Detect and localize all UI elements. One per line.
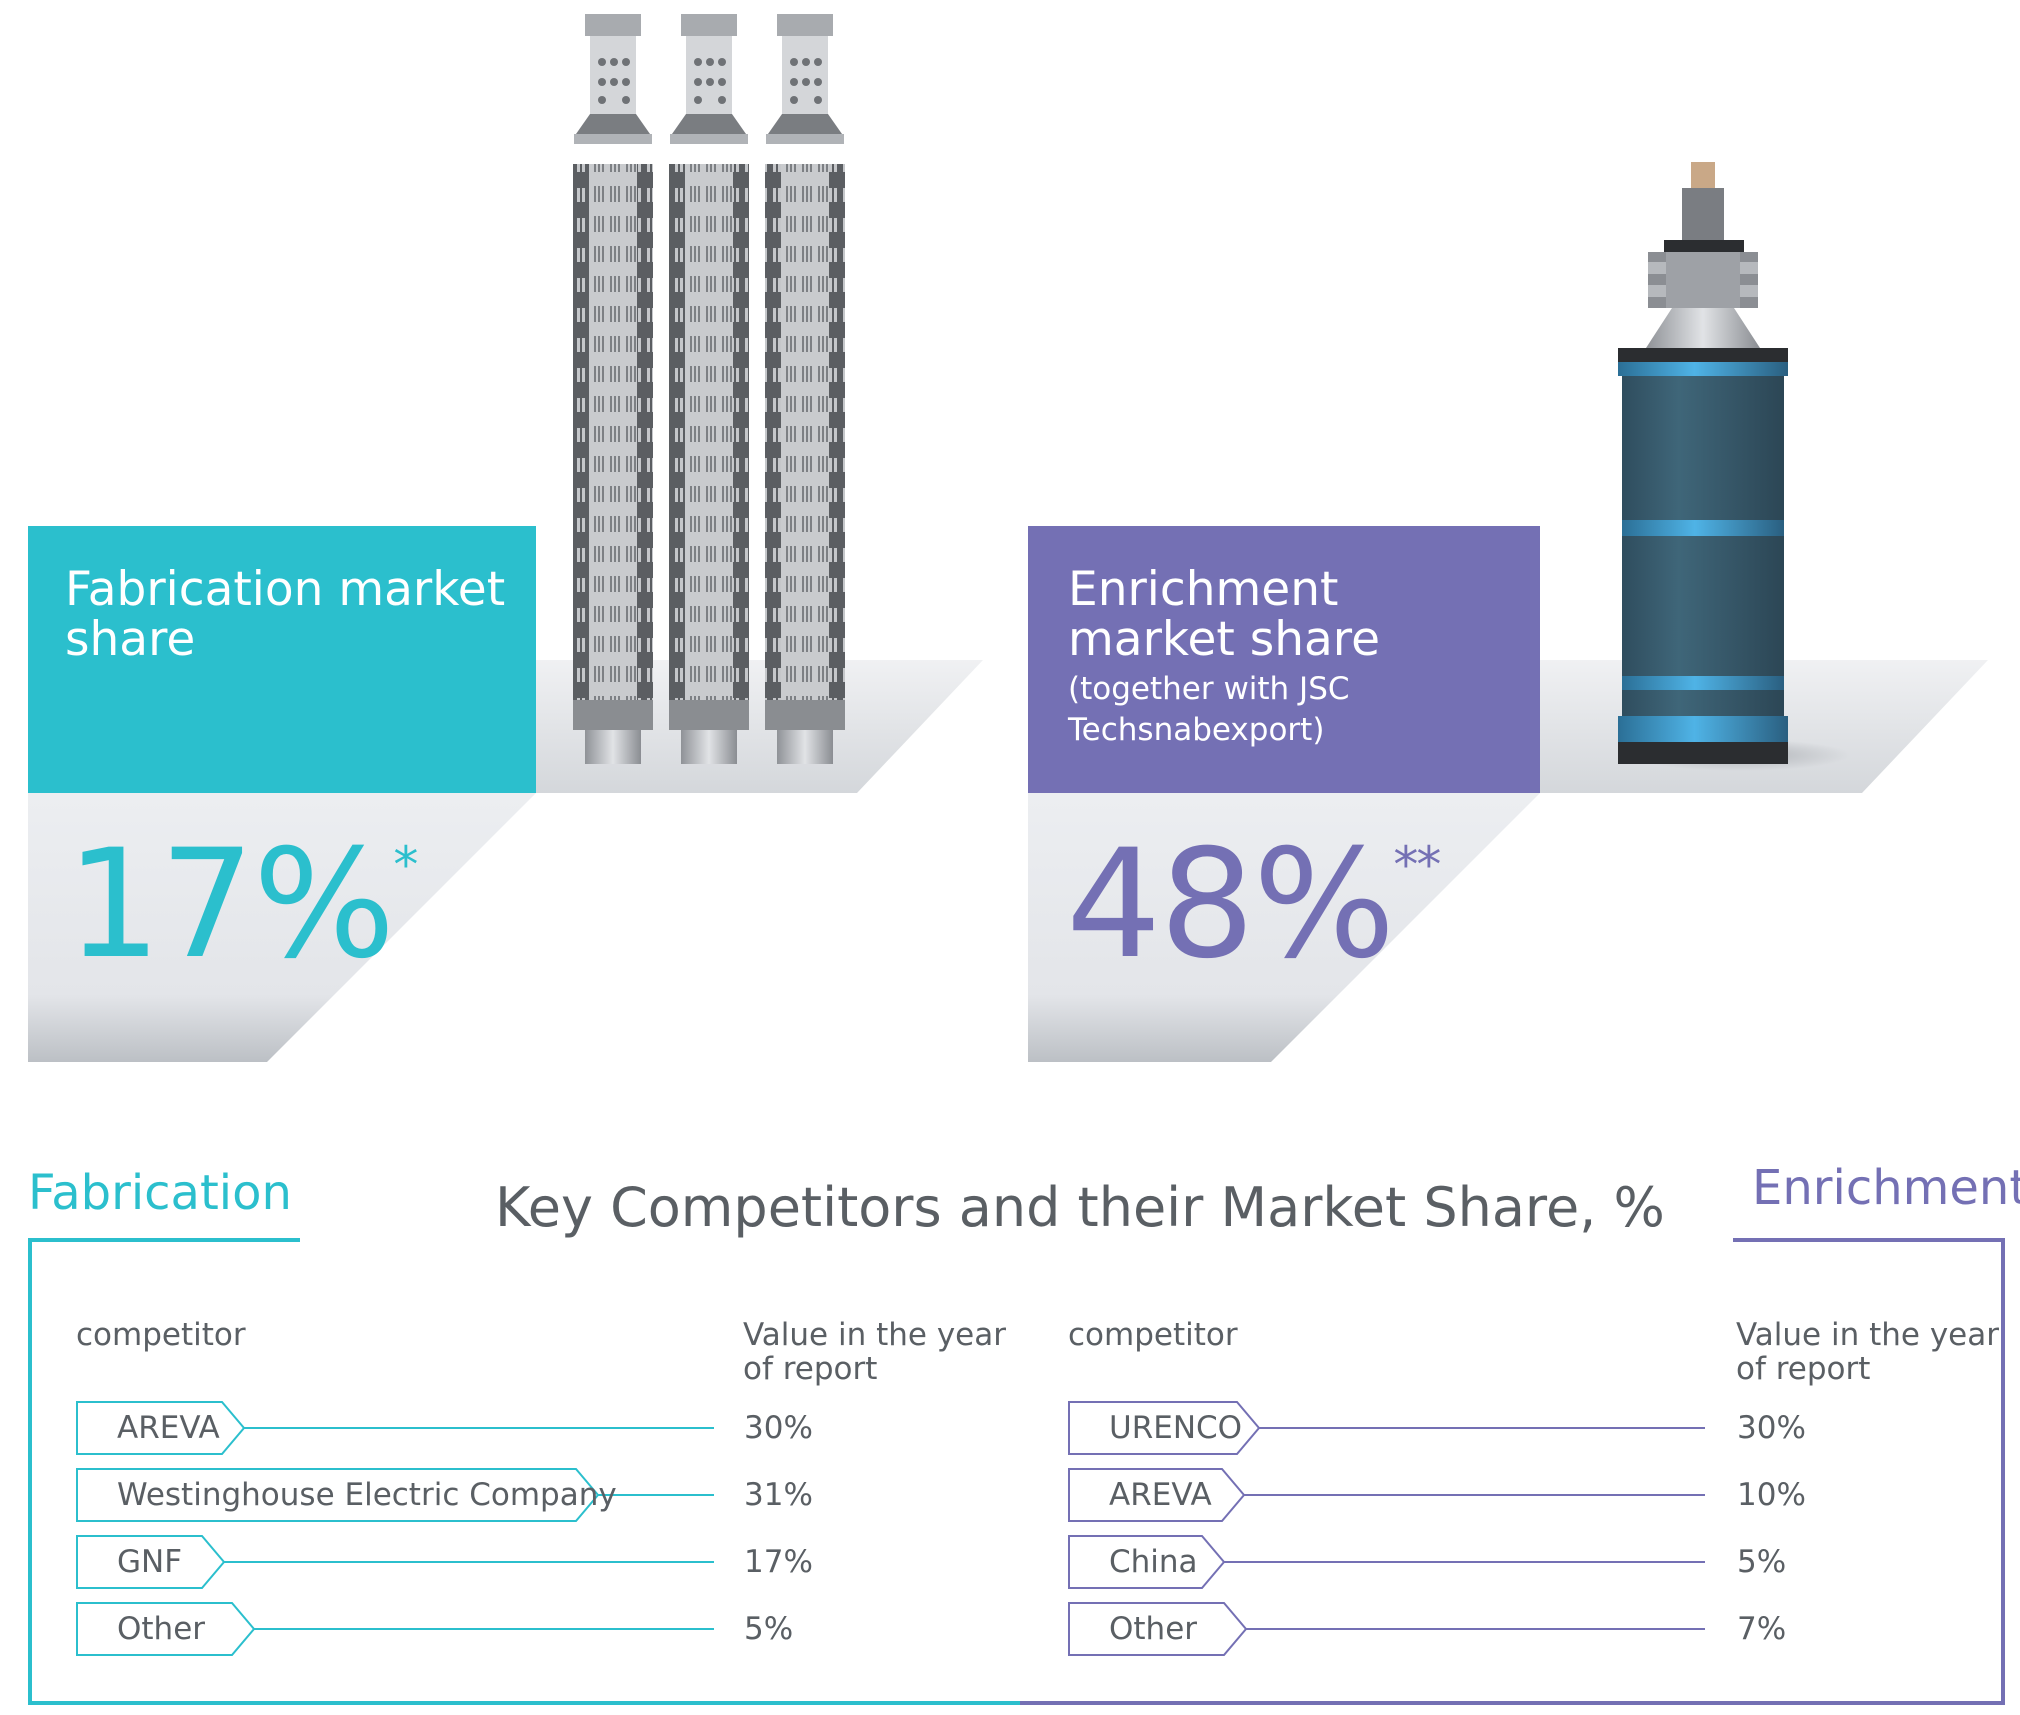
enrichment-competitor-value: 10% — [1737, 1477, 1806, 1513]
enrichment-competitor-name: China — [1109, 1544, 1198, 1580]
fabrication-card-title: Fabrication market share — [65, 562, 506, 667]
fabrication-share-number: 17% — [66, 818, 395, 992]
fabrication-col-competitor: competitor — [76, 1317, 246, 1353]
fuel-assembly-3 — [765, 14, 845, 764]
enrichment-competitor-name: Other — [1109, 1611, 1198, 1647]
fabrication-competitor-name: Other — [117, 1611, 206, 1647]
tag-shape — [76, 1401, 246, 1455]
enrichment-section-label: Enrichment — [1752, 1160, 2020, 1216]
fabrication-competitor-name: GNF — [117, 1544, 183, 1580]
enrichment-competitor-value: 7% — [1737, 1611, 1787, 1647]
fabrication-share-value: 17%* — [66, 830, 418, 980]
tag-shape — [76, 1468, 600, 1522]
enrichment-card-title: Enrichment market share — [1068, 562, 1381, 667]
competitors-title: Key Competitors and their Market Share, … — [495, 1176, 1665, 1239]
fabrication-competitor-value: 30% — [744, 1410, 813, 1446]
fabrication-col-value: Value in the year of report — [743, 1317, 1006, 1387]
enrichment-col-value: Value in the year of report — [1736, 1317, 1999, 1387]
enrichment-competitor-name: AREVA — [1109, 1477, 1212, 1513]
fabrication-footnote-mark: * — [393, 836, 418, 894]
tag-shape — [76, 1535, 226, 1589]
fabrication-competitor-value: 31% — [744, 1477, 813, 1513]
enrichment-card-subtitle: (together with JSC Techsnabexport) — [1068, 671, 1350, 748]
fabrication-value-panel — [28, 793, 536, 1062]
tag-shape — [76, 1602, 256, 1656]
enrichment-competitor-name: URENCO — [1109, 1410, 1243, 1446]
tag-shape — [1068, 1602, 1248, 1656]
enrichment-col-competitor: competitor — [1068, 1317, 1238, 1353]
enrichment-share-value: 48%** — [1066, 830, 1441, 980]
fuel-assembly-2 — [669, 14, 749, 764]
fabrication-section-label: Fabrication — [28, 1165, 292, 1221]
top-illustration — [28, 14, 1988, 1062]
fabrication-competitor-value: 17% — [744, 1544, 813, 1580]
enrichment-competitor-value: 5% — [1737, 1544, 1787, 1580]
tag-shape — [1068, 1535, 1226, 1589]
tag-shape — [1068, 1468, 1246, 1522]
enrichment-title-panel — [1028, 526, 1540, 793]
tag-shape — [1068, 1401, 1261, 1455]
enrichment-value-panel — [1028, 793, 1540, 1062]
centrifuge-illustration — [1618, 162, 1850, 771]
fabrication-competitor-value: 5% — [744, 1611, 794, 1647]
enrichment-competitor-value: 30% — [1737, 1410, 1806, 1446]
fuel-assembly-1 — [573, 14, 653, 764]
fabrication-title-panel — [28, 526, 536, 793]
enrichment-footnote-mark: ** — [1393, 836, 1441, 894]
enrichment-share-number: 48% — [1066, 818, 1395, 992]
competitors-frame — [28, 1238, 2005, 1705]
fabrication-competitor-name: Westinghouse Electric Company — [117, 1477, 617, 1513]
fabrication-competitor-name: AREVA — [117, 1410, 220, 1446]
